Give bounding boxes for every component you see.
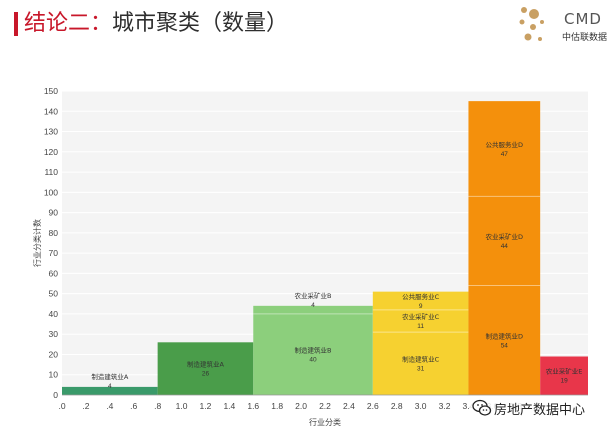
x-tick-label: 1.2 <box>200 401 212 411</box>
slide-title: 结论二：城市聚类（数量） <box>24 8 288 40</box>
y-tick-label: 90 <box>49 208 59 218</box>
watermark-text: 房地产数据中心 <box>494 402 586 418</box>
x-tick-label: 1.6 <box>247 401 259 411</box>
segment-label: 制造建筑业C <box>402 355 440 364</box>
y-axis-label: 行业分类计数 <box>32 219 42 267</box>
x-tick-label: 2.4 <box>343 401 355 411</box>
watermark: 房地产数据中心 <box>470 396 588 420</box>
y-tick-label: 140 <box>44 106 58 116</box>
x-tick-label: 3.0 <box>415 401 427 411</box>
y-tick-label: 30 <box>49 329 59 339</box>
x-tick-label: 1.4 <box>223 401 235 411</box>
x-tick-label: .4 <box>106 401 113 411</box>
slide-header: 结论二：城市聚类（数量） CMD 中估联数据 <box>0 0 616 50</box>
title-accent-bar <box>14 12 18 36</box>
x-tick-label: 2.6 <box>367 401 379 411</box>
segment-label: 公共服务业C <box>402 292 440 301</box>
logo-wordmark: CMD <box>564 10 602 28</box>
cmd-logo-icon: CMD <box>519 7 602 41</box>
x-tick-label: 2.8 <box>391 401 403 411</box>
x-tick-label: .2 <box>82 401 89 411</box>
x-tick-label: 3.4 <box>463 401 475 411</box>
segment-value-label: 40 <box>309 356 317 363</box>
y-tick-label: 120 <box>44 147 58 157</box>
y-tick-label: 130 <box>44 127 58 137</box>
segment-value-label: 19 <box>560 378 568 385</box>
x-tick-label: .6 <box>130 401 137 411</box>
segment-label: 制造建筑业A <box>91 372 129 381</box>
bar-group <box>468 101 541 395</box>
y-tick-label: 50 <box>49 289 59 299</box>
bar-group <box>62 386 158 395</box>
y-tick-label: 100 <box>44 187 58 197</box>
x-tick-label: .0 <box>58 401 65 411</box>
x-axis-label: 行业分类 <box>309 417 341 427</box>
x-tick-label: 1.0 <box>176 401 188 411</box>
x-tick-label: 3.2 <box>439 401 451 411</box>
bar-group <box>540 356 588 395</box>
segment-label: 农业采矿业C <box>402 312 440 321</box>
segment-label: 农业采矿业E <box>546 367 583 376</box>
x-tick-label: 2.0 <box>295 401 307 411</box>
slide-title-rest: 城市聚类（数量） <box>112 11 289 36</box>
x-tick-label: 2.2 <box>319 401 331 411</box>
segment-value-label: 44 <box>501 243 509 250</box>
x-tick-label: 1.8 <box>271 401 283 411</box>
wechat-icon <box>472 399 492 416</box>
segment-label: 制造建筑业A <box>187 360 225 369</box>
y-tick-label: 150 <box>44 86 58 96</box>
y-tick-label: 80 <box>49 228 59 238</box>
segment-value-label: 54 <box>501 342 509 349</box>
segment-label: 制造建筑业B <box>295 345 332 354</box>
y-tick-label: 70 <box>49 248 59 258</box>
segment-value-label: 11 <box>417 323 424 330</box>
segment-label: 公共服务业D <box>486 140 524 149</box>
segment-value-label: 4 <box>108 383 112 390</box>
bar-group <box>157 342 254 395</box>
segment-label: 农业采矿业B <box>295 291 332 300</box>
segment-value-label: 47 <box>501 151 509 158</box>
segment-label: 农业采矿业D <box>486 232 524 241</box>
segment-value-label: 26 <box>202 371 210 378</box>
y-tick-label: 20 <box>49 349 59 359</box>
x-tick-label: .8 <box>154 401 161 411</box>
y-tick-label: 40 <box>49 309 59 319</box>
y-tick-label: 60 <box>49 268 59 278</box>
y-tick-label: 0 <box>53 390 58 400</box>
brand-name: 中估联数据 <box>562 33 608 43</box>
segment-label: 制造建筑业D <box>486 331 524 340</box>
bar-group <box>372 291 469 395</box>
y-tick-label: 110 <box>44 167 58 177</box>
segment-value-label: 4 <box>311 302 315 309</box>
segment-value-label: 31 <box>417 366 425 373</box>
slide-title-highlight: 结论二： <box>24 11 113 36</box>
segment-value-label: 9 <box>419 303 423 310</box>
y-tick-label: 10 <box>49 370 59 380</box>
bar-group <box>253 305 373 395</box>
